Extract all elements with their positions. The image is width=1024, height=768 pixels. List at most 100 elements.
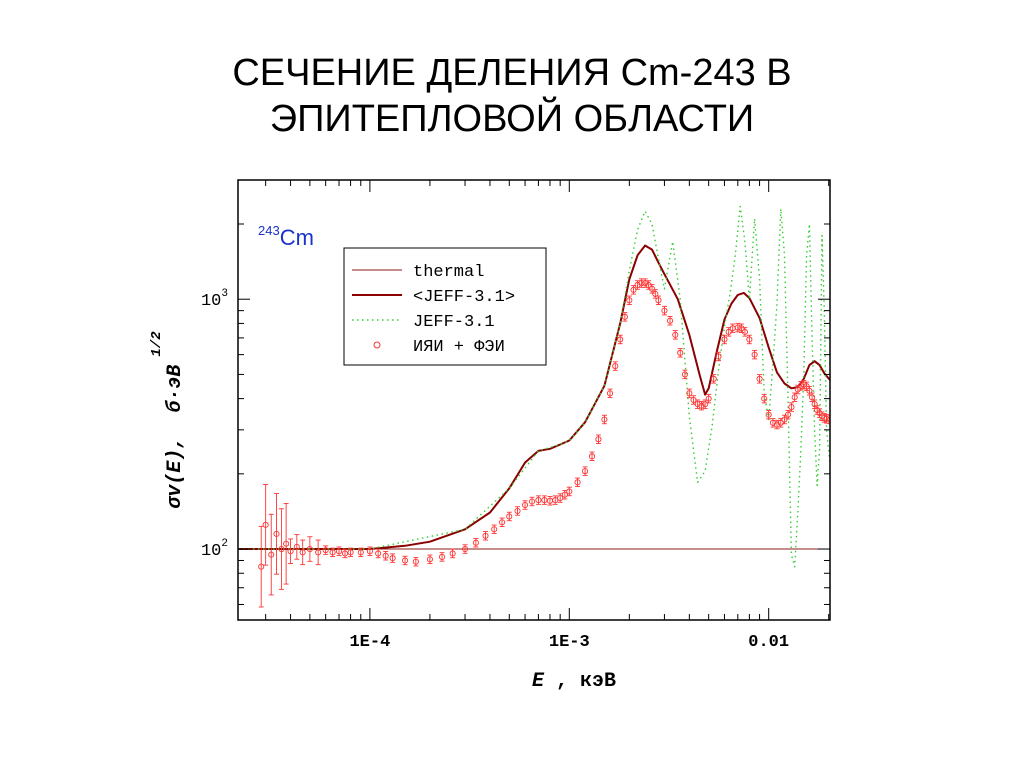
x-tick-label: 0.01 (748, 633, 789, 652)
data-point (777, 419, 784, 426)
data-point (522, 502, 529, 509)
data-point (686, 390, 693, 397)
data-point (389, 555, 396, 562)
axis-ticks (238, 179, 830, 620)
y-tick-label: 102 (201, 538, 228, 561)
data-point (293, 543, 300, 550)
data-point (677, 349, 684, 356)
data-point (734, 324, 741, 331)
data-point (574, 479, 581, 486)
slide-title-line-1: СЕЧЕНИЕ ДЕЛЕНИЯ Cm-243 В (232, 52, 792, 94)
plot-frame (237, 179, 831, 621)
legend-entry-label: thermal (413, 263, 484, 282)
data-point (705, 395, 712, 402)
data-point (788, 404, 795, 411)
y-axis-label-main: σv(E), б·эВ (164, 365, 187, 509)
data-point (499, 519, 506, 526)
data-point (652, 290, 659, 297)
isotope-annotation: 243Cm (258, 223, 314, 250)
data-point (482, 532, 489, 539)
data-point (382, 552, 389, 559)
legend: thermal <JEFF-3.1> JEFF-3.1 ИЯИ + ФЭИ (343, 247, 547, 366)
data-point (541, 497, 548, 504)
isotope-mass-number: 243 (258, 223, 280, 238)
data-point (761, 395, 768, 402)
data-point (791, 394, 798, 401)
data-point (601, 416, 608, 423)
data-point (283, 540, 290, 547)
data-point (638, 280, 645, 287)
data-point (702, 401, 709, 408)
data-point (666, 317, 674, 324)
data-point (366, 548, 373, 555)
y-axis-label-exponent: 1/2 (149, 331, 165, 357)
data-point (630, 286, 637, 293)
data-point (278, 545, 285, 553)
series-line-1 (238, 244, 830, 550)
x-axis-variable: E (532, 670, 545, 693)
data-point (784, 411, 792, 418)
legend-entry-label: <JEFF-3.1> (413, 288, 515, 307)
data-point (595, 436, 602, 443)
data-point (612, 363, 619, 370)
data-point (588, 453, 596, 460)
data-point (648, 285, 656, 292)
data-point (268, 551, 275, 558)
data-point (426, 556, 433, 563)
data-point (341, 550, 349, 557)
data-point (606, 390, 614, 397)
data-point (273, 530, 280, 537)
data-point (357, 549, 364, 556)
data-point (491, 526, 498, 533)
data-point (781, 416, 788, 423)
data-point (461, 545, 469, 553)
data-point (806, 387, 813, 394)
y-axis-label: σv(E), б·эВ 1/2 (149, 331, 187, 509)
series-line-2 (238, 205, 830, 568)
x-axis-label: E , кэВ (532, 670, 616, 693)
data-point (347, 549, 354, 556)
data-point (528, 498, 536, 505)
data-point (811, 401, 818, 408)
data-point (306, 545, 313, 553)
data-point (617, 336, 624, 343)
data-point (741, 328, 748, 335)
plot-series-layer (238, 205, 830, 608)
data-point (258, 563, 265, 570)
data-point (322, 547, 329, 554)
data-point (681, 371, 688, 378)
data-point (412, 558, 419, 565)
data-point (738, 325, 745, 332)
data-point (621, 313, 628, 320)
isotope-element: Cm (280, 225, 314, 250)
x-axis-unit: , кэВ (544, 670, 616, 693)
legend-entry-label: ИЯИ + ФЭИ (413, 338, 505, 357)
data-point (552, 497, 559, 504)
data-point (262, 521, 269, 528)
data-point (335, 548, 343, 555)
data-point (725, 328, 732, 335)
data-point (506, 513, 513, 520)
data-point (710, 375, 717, 382)
y-tick-label-base: 10 (201, 542, 221, 561)
data-point (756, 375, 763, 382)
slide-title-line-2: ЭПИТЕПЛОВОЙ ОБЛАСТИ (269, 98, 755, 140)
data-point (626, 297, 633, 304)
data-point (809, 394, 816, 401)
x-tick-label: 1E-3 (549, 633, 590, 652)
data-point (315, 549, 322, 556)
data-point (823, 415, 830, 422)
data-point (375, 550, 382, 557)
y-tick-label-exponent: 3 (221, 288, 228, 300)
data-point (773, 421, 780, 428)
legend-symbol-circle (373, 341, 381, 349)
data-point (694, 401, 701, 408)
y-tick-label-base: 10 (201, 292, 221, 311)
data-point (566, 488, 573, 495)
data-point (721, 336, 728, 343)
data-point (438, 553, 446, 560)
data-point (826, 416, 830, 423)
data-point (655, 297, 662, 304)
